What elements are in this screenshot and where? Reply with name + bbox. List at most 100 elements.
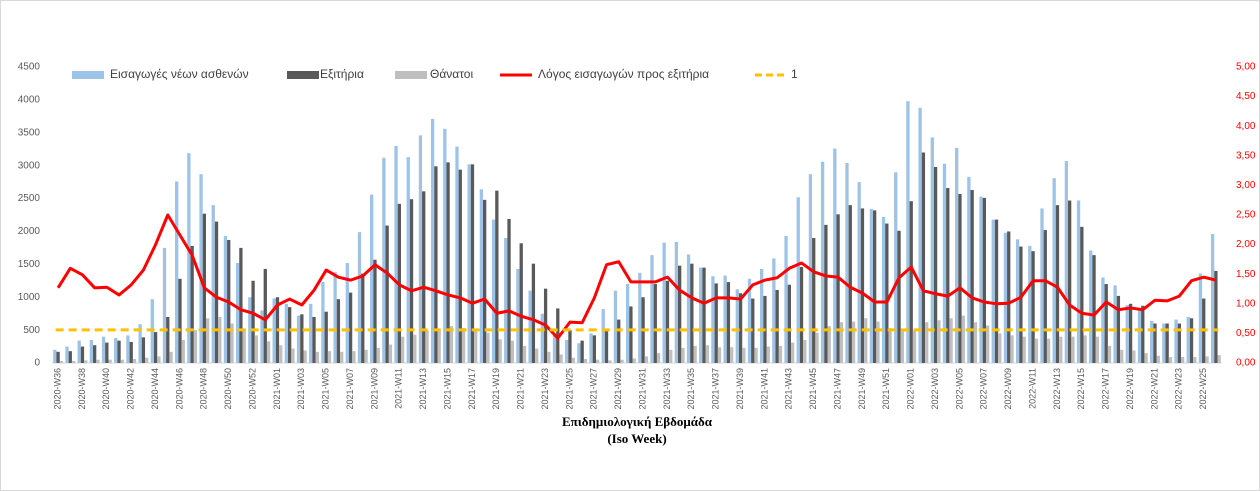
bar xyxy=(382,157,386,363)
bar xyxy=(787,284,791,363)
bar xyxy=(970,190,974,363)
bar xyxy=(504,238,508,363)
bar xyxy=(394,145,398,363)
bar xyxy=(193,330,198,363)
bar xyxy=(1214,270,1218,363)
bar xyxy=(933,166,938,363)
bar xyxy=(906,101,910,364)
bar xyxy=(528,290,532,363)
bar xyxy=(1144,353,1148,363)
bar xyxy=(214,221,219,363)
bar xyxy=(413,334,417,363)
bar xyxy=(888,328,892,363)
bar xyxy=(949,318,953,363)
bar xyxy=(239,247,243,363)
bar xyxy=(985,325,990,363)
bar xyxy=(1141,305,1145,363)
bar xyxy=(1015,239,1020,363)
bar xyxy=(918,107,922,363)
bar xyxy=(491,219,496,363)
bar xyxy=(361,273,365,363)
bar xyxy=(979,196,983,363)
bar xyxy=(674,241,679,363)
bar xyxy=(839,322,844,363)
bar xyxy=(71,361,76,363)
bar xyxy=(595,359,600,363)
bar xyxy=(235,263,240,363)
ratio-line xyxy=(56,213,1217,340)
bar xyxy=(669,349,673,363)
bar xyxy=(251,280,255,363)
bar xyxy=(1046,338,1051,363)
bar xyxy=(138,324,142,363)
legend-label: Εισαγωγές νέων ασθενών xyxy=(110,67,249,81)
bar xyxy=(108,359,112,363)
bar xyxy=(486,332,490,363)
bar xyxy=(300,314,304,363)
x-tick-label: 2021-W11 xyxy=(394,368,404,409)
bar xyxy=(723,275,727,363)
bar xyxy=(68,351,72,363)
bar xyxy=(1043,230,1047,363)
bar xyxy=(345,263,349,363)
bar xyxy=(254,335,259,363)
x-tick-label: 2020-W42 xyxy=(126,368,136,410)
bar xyxy=(132,359,137,363)
x-tick-label: 2021-W17 xyxy=(467,368,477,410)
bar xyxy=(1080,226,1084,363)
bar xyxy=(833,148,837,363)
bar xyxy=(434,166,438,363)
bar xyxy=(77,340,81,363)
legend-label: 1 xyxy=(791,67,798,81)
y-tick-label: 4500 xyxy=(18,62,41,73)
bar xyxy=(288,307,292,363)
x-tick-label: 2022-W11 xyxy=(1027,368,1037,409)
bar xyxy=(376,347,380,363)
bar xyxy=(1022,336,1026,363)
bar xyxy=(1104,284,1108,363)
x-tick-label: 2022-W03 xyxy=(930,368,940,410)
bar xyxy=(815,332,819,363)
bar xyxy=(824,224,828,363)
x-tick-label: 2021-W07 xyxy=(345,368,355,410)
y-tick-label: 0 xyxy=(34,358,40,369)
y-tick-label: 3500 xyxy=(18,127,41,138)
bar xyxy=(967,176,971,363)
bar xyxy=(84,360,88,363)
bar xyxy=(53,349,57,363)
bar xyxy=(1189,318,1194,363)
x-tick-label: 2022-W17 xyxy=(1101,368,1111,410)
bar xyxy=(181,339,185,363)
bar xyxy=(141,337,146,363)
bar xyxy=(760,268,764,363)
bar xyxy=(1198,273,1203,363)
bar xyxy=(409,199,414,363)
bar xyxy=(507,218,511,363)
x-tick-label: 2021-W01 xyxy=(272,368,282,410)
bar xyxy=(449,326,454,363)
legend-swatch xyxy=(395,71,427,79)
bar xyxy=(730,347,734,363)
bar xyxy=(690,263,694,363)
bar xyxy=(364,349,368,363)
y2-tick-label: 5,00 xyxy=(1236,62,1256,73)
bar xyxy=(851,321,856,363)
bar xyxy=(519,243,523,363)
bar xyxy=(385,225,389,363)
bar xyxy=(921,152,926,363)
bar xyxy=(1132,350,1136,363)
bar xyxy=(1137,309,1142,363)
bar xyxy=(1205,356,1209,363)
bar xyxy=(845,163,849,363)
bar xyxy=(803,339,807,363)
x-tick-label: 2022-W25 xyxy=(1198,368,1208,410)
bar xyxy=(169,351,173,363)
bar xyxy=(900,330,904,363)
bar xyxy=(1059,336,1063,363)
bar xyxy=(1113,285,1117,363)
bar xyxy=(699,267,703,363)
bar xyxy=(348,292,353,363)
bar xyxy=(425,330,429,363)
x-tick-label: 2021-W47 xyxy=(832,368,842,410)
